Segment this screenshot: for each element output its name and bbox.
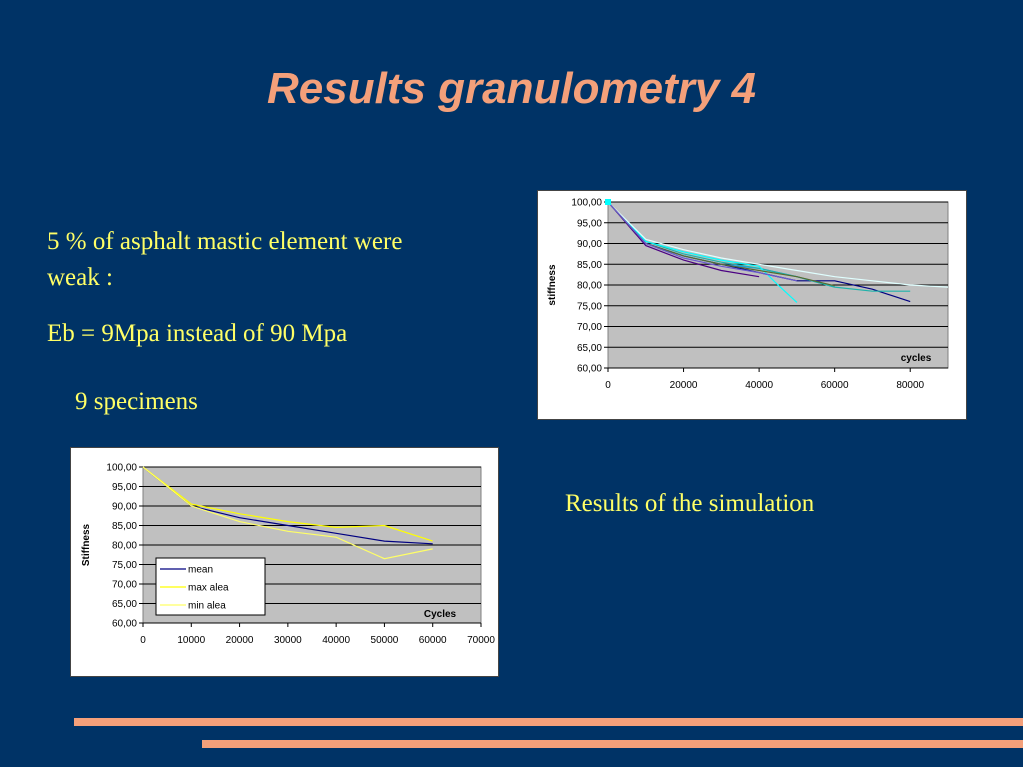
y-tick-label: 95,00 xyxy=(112,482,137,493)
y-axis-label: stiffness xyxy=(547,264,558,306)
legend-label: mean xyxy=(188,565,213,576)
specimens-chart-svg: 60,00 65,00 70,00 75,00 80,00 85,00 90,00 95,00… xyxy=(547,198,949,391)
y-tick-label: 90,00 xyxy=(112,502,137,513)
modulus-text: Eb = 9Mpa instead of 90 Mpa xyxy=(47,320,348,347)
slide-title: Results granulometry 4 xyxy=(266,64,757,113)
x-tick-label: 40000 xyxy=(322,635,350,646)
y-tick-label: 100,00 xyxy=(571,198,602,209)
start-marker xyxy=(605,199,611,205)
y-tick-label: 60,00 xyxy=(112,619,137,630)
x-axis-label: Cycles xyxy=(424,609,457,620)
y-tick-label: 90,00 xyxy=(577,239,602,250)
x-tick-label: 0 xyxy=(605,380,611,391)
y-tick-label: 85,00 xyxy=(577,260,602,271)
x-tick-label: 60000 xyxy=(821,380,849,391)
y-tick-label: 80,00 xyxy=(577,281,602,292)
x-tick-label: 10000 xyxy=(177,635,205,646)
legend-label: min alea xyxy=(188,601,226,612)
y-tick-label: 80,00 xyxy=(112,541,137,552)
series-line-8 xyxy=(607,201,798,282)
y-tick-label: 70,00 xyxy=(112,580,137,591)
simulation-caption: Results of the simulation xyxy=(565,490,815,517)
y-axis-label: Stiffness xyxy=(81,523,92,566)
series-line-5 xyxy=(607,201,798,303)
y-tick-label: 60,00 xyxy=(577,364,602,375)
simulation-chart: 60,00 65,00 70,00 75,00 80,00 85,00 90,00 95,00… xyxy=(70,447,499,677)
x-tick-label: 20000 xyxy=(670,380,698,391)
x-tick-label: 20000 xyxy=(226,635,254,646)
y-tick-label: 85,00 xyxy=(112,521,137,532)
decor-bar-top xyxy=(74,718,1023,726)
series-line-4 xyxy=(607,201,911,292)
y-tick-label: 70,00 xyxy=(577,322,602,333)
x-tick-label: 30000 xyxy=(274,635,302,646)
series-line-6 xyxy=(607,201,949,288)
x-tick-label: 50000 xyxy=(371,635,399,646)
y-tick-label: 100,00 xyxy=(106,463,137,474)
y-tick-label: 75,00 xyxy=(112,560,137,571)
x-tick-label: 80000 xyxy=(896,380,924,391)
x-axis-label: cycles xyxy=(901,353,932,364)
weak-elements-text: 5 % of asphalt mastic element were weak … xyxy=(47,228,403,291)
y-tick-label: 95,00 xyxy=(577,218,602,229)
specimens-text: 9 specimens xyxy=(75,388,198,415)
legend-label: max alea xyxy=(188,583,229,594)
y-tick-label: 65,00 xyxy=(112,599,137,610)
decor-bar-bottom xyxy=(202,740,1023,748)
series-line-3 xyxy=(142,466,433,560)
y-tick-label: 75,00 xyxy=(577,301,602,312)
x-tick-label: 0 xyxy=(140,635,146,646)
series-line-2 xyxy=(142,466,433,542)
simulation-chart-svg: 60,00 65,00 70,00 75,00 80,00 85,00 90,00 95,00… xyxy=(81,463,495,647)
series-line-2 xyxy=(607,201,760,278)
y-tick-label: 65,00 xyxy=(577,343,602,354)
x-tick-label: 60000 xyxy=(419,635,447,646)
x-tick-label: 40000 xyxy=(745,380,773,391)
specimens-chart: 60,00 65,00 70,00 75,00 80,00 85,00 90,00 95,00… xyxy=(537,190,967,420)
x-tick-label: 70000 xyxy=(467,635,495,646)
